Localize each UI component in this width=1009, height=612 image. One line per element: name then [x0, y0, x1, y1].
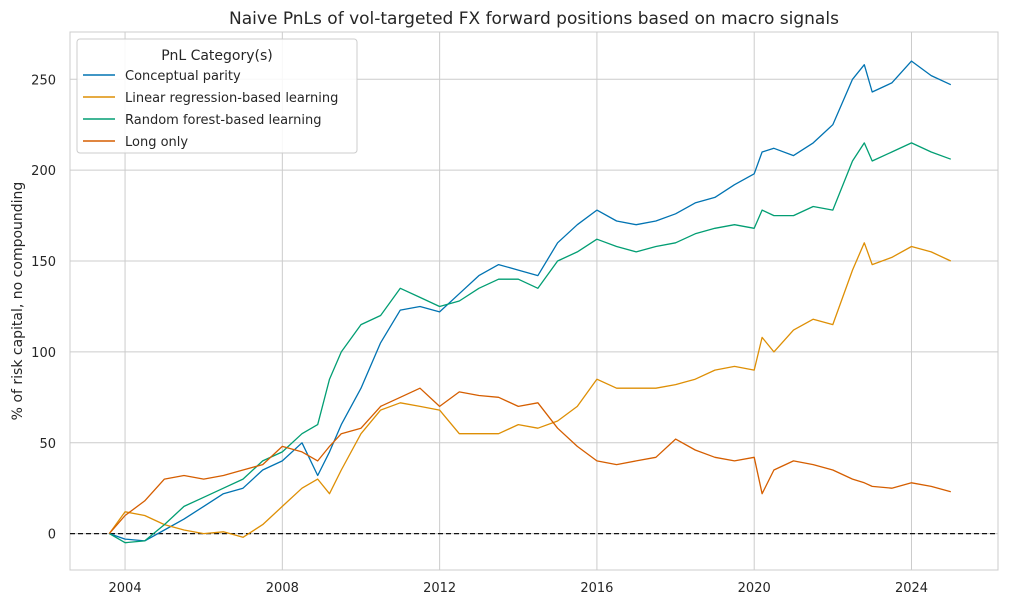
legend-items: Conceptual parity Linear regression-based…: [83, 69, 338, 150]
legend-label: Long only: [125, 135, 188, 150]
series-line-2: [108, 242, 952, 538]
legend-box: [76, 38, 358, 154]
series-lines: [108, 60, 952, 544]
chart-title: Naive PnLs of vol-targeted FX forward po…: [229, 9, 839, 29]
y-axis-label: % of risk capital, no compounding: [10, 182, 26, 421]
series-line-4: [108, 387, 951, 535]
legend-label: Linear regression-based learning: [125, 91, 338, 106]
x-tick-label: 2012: [423, 581, 456, 596]
y-tick-label: 200: [31, 164, 56, 179]
y-tick-label: 100: [31, 346, 56, 361]
x-tick-label: 2020: [738, 581, 771, 596]
y-tick-label: 0: [48, 528, 56, 543]
x-tick-label: 2004: [109, 581, 142, 596]
x-tick-label: 2024: [895, 581, 928, 596]
series-line-1: [109, 60, 952, 542]
x-tick-label: 2008: [266, 581, 299, 596]
y-tick-label: 50: [39, 437, 56, 452]
legend-label: Random forest-based learning: [125, 113, 322, 128]
y-axis-ticks: 0 50 100 150 200 250: [31, 73, 56, 542]
y-tick-label: 250: [31, 73, 56, 88]
x-tick-label: 2016: [580, 581, 613, 596]
legend: PnL Category(s) Conceptual parity Linear …: [76, 38, 358, 154]
legend-label: Conceptual parity: [125, 69, 241, 84]
y-tick-label: 150: [31, 255, 56, 270]
legend-title: PnL Category(s): [161, 48, 273, 64]
x-axis-ticks: 2004 2008 2012 2016 2020 2024: [109, 581, 929, 596]
